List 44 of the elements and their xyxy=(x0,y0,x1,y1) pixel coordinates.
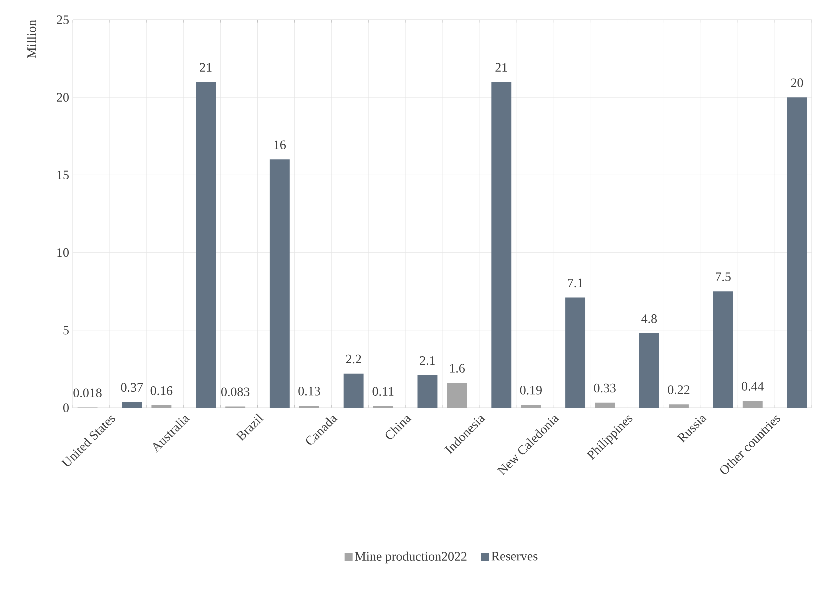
bar xyxy=(418,375,438,408)
bar xyxy=(492,82,512,408)
data-label: 21 xyxy=(496,63,508,72)
data-label: 0.13 xyxy=(298,386,320,396)
bar xyxy=(713,292,734,408)
bar xyxy=(196,82,216,408)
y-tick-label: 25 xyxy=(57,16,69,24)
data-label: 2.2 xyxy=(346,354,362,364)
data-label: 0.44 xyxy=(742,382,764,391)
data-label: 7.1 xyxy=(568,278,583,288)
data-label: 0.37 xyxy=(121,383,144,392)
bar xyxy=(447,383,468,408)
data-label: 0.22 xyxy=(668,386,690,394)
y-axis-title: Million xyxy=(27,20,36,58)
data-label: 0.19 xyxy=(520,386,542,395)
data-label: 0.33 xyxy=(594,384,616,393)
y-tick-label: 10 xyxy=(58,248,69,258)
data-label: 0.018 xyxy=(74,388,102,398)
bar xyxy=(669,404,689,408)
bar xyxy=(639,334,660,408)
y-tick-label: 15 xyxy=(58,170,69,180)
legend-label: Mine production2022 xyxy=(355,552,467,564)
data-label: 21 xyxy=(200,63,212,72)
bar xyxy=(270,160,290,408)
data-label: 0.083 xyxy=(222,388,250,397)
bar xyxy=(787,98,808,408)
data-label: 2.1 xyxy=(420,356,436,366)
bar xyxy=(742,401,763,408)
data-label: 4.8 xyxy=(642,314,658,324)
bar xyxy=(566,298,586,408)
data-label: 0.16 xyxy=(150,386,173,396)
data-label: 20 xyxy=(791,78,804,88)
bar xyxy=(122,402,142,408)
data-label: 16 xyxy=(274,140,286,150)
bar xyxy=(521,405,542,408)
bar xyxy=(344,374,364,408)
y-tick-label: 20 xyxy=(57,93,69,102)
legend-label: Reserves xyxy=(492,552,538,561)
data-label: 0.11 xyxy=(372,387,394,396)
y-tick-label: 5 xyxy=(64,326,69,335)
data-label: 7.5 xyxy=(716,272,731,282)
bar xyxy=(595,402,616,408)
y-tick-label: 0 xyxy=(64,404,69,412)
data-label: 1.6 xyxy=(450,364,465,373)
